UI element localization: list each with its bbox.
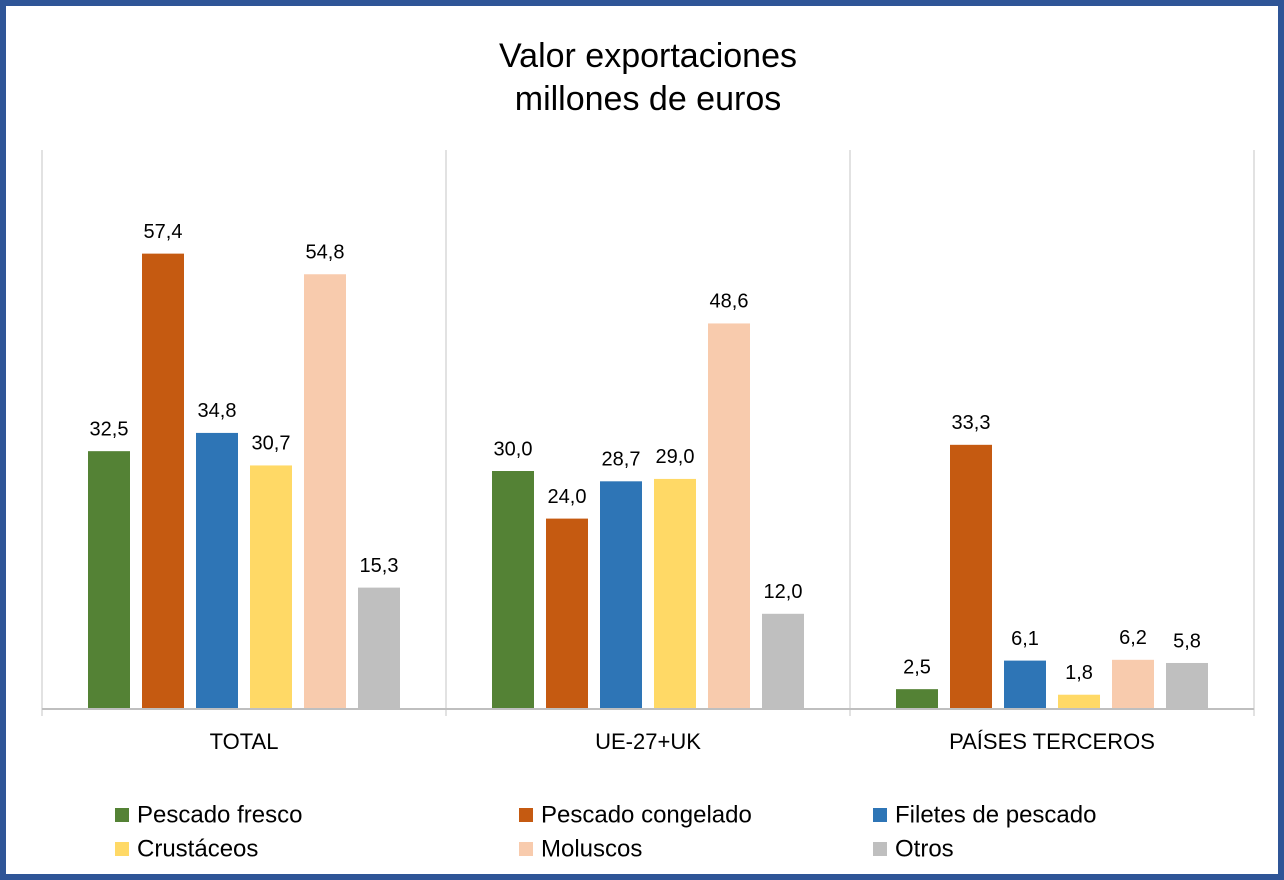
- bar: [1058, 694, 1100, 709]
- bar: [304, 274, 346, 709]
- bar: [492, 471, 534, 709]
- data-label: 15,3: [360, 555, 399, 577]
- data-label: 29,0: [656, 446, 695, 468]
- x-tick-label: UE-27+UK: [595, 729, 701, 754]
- bar: [88, 451, 130, 709]
- data-label: 6,1: [1011, 628, 1039, 650]
- legend-label: Crustáceos: [137, 835, 258, 862]
- data-label: 1,8: [1065, 662, 1093, 684]
- bar: [896, 689, 938, 709]
- bar: [546, 518, 588, 709]
- legend-label: Pescado congelado: [541, 801, 752, 828]
- legend-label: Otros: [895, 835, 954, 862]
- bar: [358, 587, 400, 709]
- data-label: 48,6: [710, 291, 749, 313]
- legend-swatch: [873, 842, 887, 856]
- legend-label: Moluscos: [541, 835, 642, 862]
- data-label: 28,7: [602, 449, 641, 471]
- bar: [950, 444, 992, 709]
- data-label: 2,5: [903, 656, 931, 678]
- legend-swatch: [519, 808, 533, 822]
- bar: [708, 323, 750, 709]
- x-tick-label: PAÍSES TERCEROS: [949, 729, 1155, 754]
- bar: [654, 478, 696, 709]
- data-label: 30,0: [494, 438, 533, 460]
- bar: [250, 465, 292, 709]
- chart-title: Valor exportaciones: [499, 37, 797, 75]
- bar: [600, 481, 642, 709]
- x-tick-label: TOTAL: [210, 729, 279, 754]
- legend-swatch: [115, 842, 129, 856]
- legend-label: Filetes de pescado: [895, 801, 1096, 828]
- bar: [142, 253, 184, 710]
- data-label: 5,8: [1173, 630, 1201, 652]
- bar: [1004, 660, 1046, 709]
- data-label: 33,3: [952, 412, 991, 434]
- data-label: 24,0: [548, 486, 587, 508]
- legend-label: Pescado fresco: [137, 801, 302, 828]
- chart-subtitle: millones de euros: [515, 80, 781, 118]
- legend-swatch: [115, 808, 129, 822]
- bar: [196, 432, 238, 709]
- data-label: 34,8: [198, 400, 237, 422]
- bar: [1166, 662, 1208, 709]
- legend-swatch: [873, 808, 887, 822]
- bar: [762, 613, 804, 709]
- data-label: 12,0: [764, 581, 803, 603]
- data-label: 54,8: [306, 242, 345, 264]
- data-label: 32,5: [90, 418, 129, 440]
- data-label: 6,2: [1119, 627, 1147, 649]
- legend-swatch: [519, 842, 533, 856]
- bar: [1112, 659, 1154, 709]
- data-label: 30,7: [252, 433, 291, 455]
- data-label: 57,4: [144, 221, 183, 243]
